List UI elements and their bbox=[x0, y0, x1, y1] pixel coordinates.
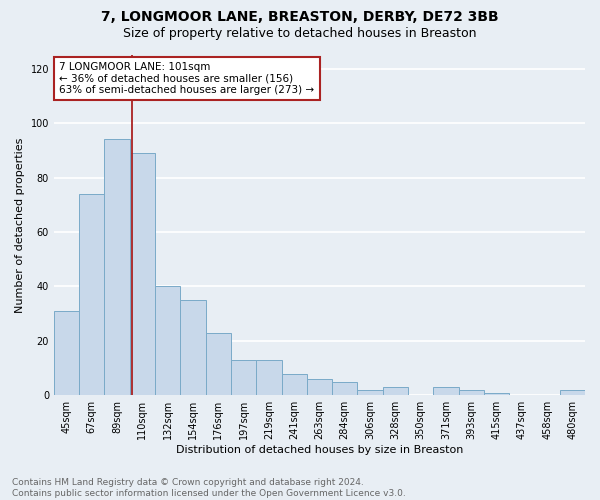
Bar bbox=[458, 390, 484, 396]
Bar bbox=[181, 300, 206, 396]
Bar bbox=[332, 382, 358, 396]
X-axis label: Distribution of detached houses by size in Breaston: Distribution of detached houses by size … bbox=[176, 445, 463, 455]
Bar bbox=[54, 311, 79, 396]
Text: Size of property relative to detached houses in Breaston: Size of property relative to detached ho… bbox=[123, 28, 477, 40]
Bar bbox=[383, 387, 408, 396]
Text: 7, LONGMOOR LANE, BREASTON, DERBY, DE72 3BB: 7, LONGMOOR LANE, BREASTON, DERBY, DE72 … bbox=[101, 10, 499, 24]
Bar bbox=[484, 392, 509, 396]
Bar bbox=[79, 194, 104, 396]
Bar bbox=[307, 379, 332, 396]
Bar bbox=[560, 390, 585, 396]
Y-axis label: Number of detached properties: Number of detached properties bbox=[15, 138, 25, 313]
Bar bbox=[104, 140, 130, 396]
Bar bbox=[130, 153, 155, 396]
Bar bbox=[358, 390, 383, 396]
Bar bbox=[281, 374, 307, 396]
Bar bbox=[206, 332, 231, 396]
Bar bbox=[155, 286, 181, 396]
Text: Contains HM Land Registry data © Crown copyright and database right 2024.
Contai: Contains HM Land Registry data © Crown c… bbox=[12, 478, 406, 498]
Bar bbox=[256, 360, 281, 396]
Bar bbox=[231, 360, 256, 396]
Bar bbox=[433, 387, 458, 396]
Text: 7 LONGMOOR LANE: 101sqm
← 36% of detached houses are smaller (156)
63% of semi-d: 7 LONGMOOR LANE: 101sqm ← 36% of detache… bbox=[59, 62, 314, 95]
